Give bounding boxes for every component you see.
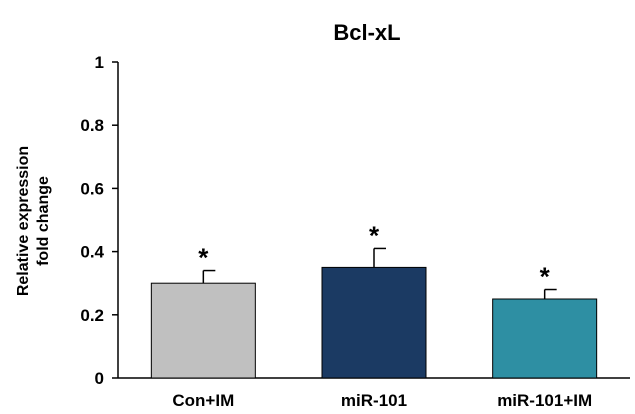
bar-group: * bbox=[150, 243, 256, 379]
significance-marker: * bbox=[540, 262, 551, 292]
bar bbox=[492, 298, 598, 379]
x-category-label: miR-101 bbox=[341, 391, 407, 410]
y-tick-label: 0.2 bbox=[80, 306, 104, 325]
x-category-labels: Con+IM miR-101 miR-101+IM bbox=[172, 391, 592, 410]
y-tick-label: 1 bbox=[95, 53, 104, 72]
bar bbox=[321, 266, 427, 379]
bar bbox=[150, 282, 256, 379]
y-axis-label-line-1: Relative expression bbox=[15, 146, 32, 296]
y-tick-label: 0.6 bbox=[80, 179, 104, 198]
x-category-label: miR-101+IM bbox=[497, 391, 592, 410]
x-category-label: Con+IM bbox=[172, 391, 234, 410]
y-tick-label: 0 bbox=[95, 369, 104, 388]
y-axis-label: Relative expression fold change bbox=[15, 146, 52, 296]
chart-title: Bcl-xL bbox=[333, 20, 400, 45]
significance-marker: * bbox=[198, 243, 209, 273]
y-tick-label: 0.4 bbox=[80, 243, 104, 262]
bar-group: * bbox=[492, 262, 598, 379]
y-tick-label: 0.8 bbox=[80, 116, 104, 135]
significance-marker: * bbox=[369, 220, 380, 250]
bar-group: * bbox=[321, 220, 427, 379]
y-ticks: 0 0.2 0.4 0.6 0.8 1 bbox=[80, 53, 118, 388]
bars: * * * bbox=[150, 220, 598, 379]
y-axis-label-line-2: fold change bbox=[35, 176, 52, 266]
